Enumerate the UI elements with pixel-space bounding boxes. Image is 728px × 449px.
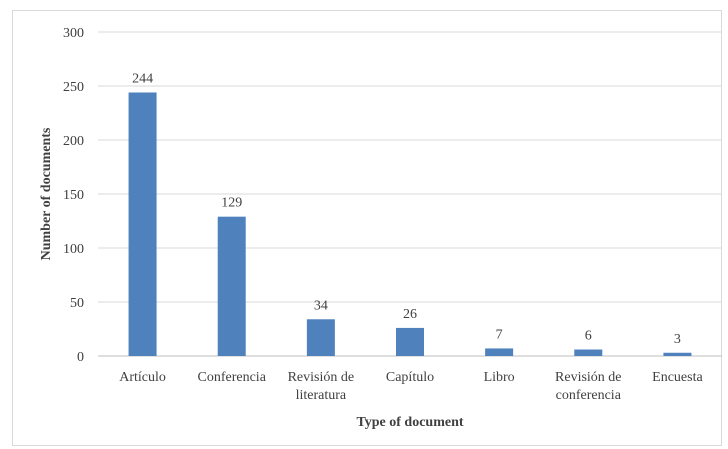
bar — [574, 349, 603, 356]
x-category-label: Artículo — [119, 370, 166, 385]
x-axis-title: Type of document — [356, 415, 463, 430]
y-tick-label: 50 — [70, 296, 84, 311]
data-label: 7 — [496, 327, 503, 342]
x-category-label: Capítulo — [386, 370, 434, 385]
x-category-label: Conferencia — [198, 370, 267, 385]
bar — [306, 319, 335, 356]
x-category-label-line: conferencia — [556, 388, 622, 403]
y-axis-title: Number of documents — [39, 127, 54, 260]
y-tick-label: 300 — [63, 26, 84, 41]
bar — [485, 348, 514, 356]
y-tick-label: 250 — [63, 80, 84, 95]
y-tick-label: 100 — [63, 242, 84, 257]
bar — [396, 327, 424, 356]
y-tick-label: 0 — [77, 350, 84, 365]
bar — [217, 216, 246, 356]
x-category-label-line: Encuesta — [652, 370, 703, 385]
y-tick-label: 150 — [63, 188, 84, 203]
x-category-label-line: Artículo — [119, 370, 166, 385]
x-category-label: Encuesta — [652, 370, 703, 385]
labels: 0 50 100 150 200 250 300 244 Artículo 129 Conferen… — [63, 26, 703, 403]
x-category-label: Libro — [484, 370, 515, 385]
x-category-label-line: Revisión de — [288, 370, 355, 385]
x-category-label: Revisión de literatura — [288, 370, 355, 403]
bar — [663, 352, 692, 356]
data-label: 244 — [132, 71, 153, 86]
data-label: 26 — [403, 307, 417, 322]
x-category-label-line: Revisión de — [555, 370, 622, 385]
data-label: 6 — [585, 329, 592, 344]
bars — [128, 92, 692, 356]
x-category-label-line: Capítulo — [386, 370, 434, 385]
x-category-label-line: Libro — [484, 370, 515, 385]
x-category-label-line: literatura — [296, 388, 347, 403]
x-category-label: Revisión de conferencia — [555, 370, 622, 403]
y-tick-label: 200 — [63, 134, 84, 149]
data-label: 34 — [314, 298, 328, 313]
data-label: 129 — [221, 196, 242, 211]
x-category-label-line: Conferencia — [198, 370, 267, 385]
data-label: 3 — [674, 332, 681, 347]
bar — [128, 92, 157, 356]
gridlines — [98, 31, 722, 357]
